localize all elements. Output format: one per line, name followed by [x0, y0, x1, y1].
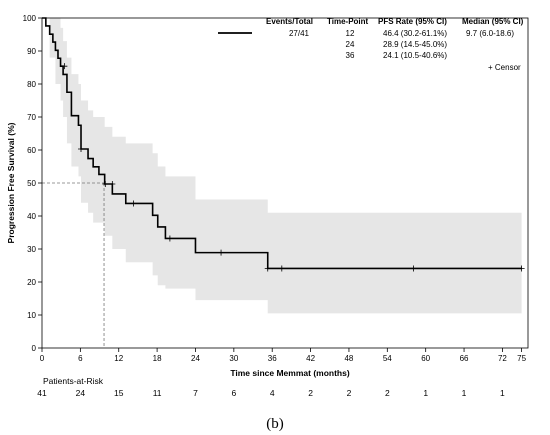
legend-cell-pfs-rate: 46.4 (30.2-61.1%)	[383, 29, 447, 38]
censor-mark	[109, 180, 116, 187]
y-tick-label: 60	[27, 146, 36, 155]
legend-header-timepoint: Time-Point	[327, 17, 369, 26]
censor-mark	[78, 146, 85, 153]
y-axis-title: Progression Free Survival (%)	[6, 122, 16, 243]
y-tick-label: 100	[23, 14, 37, 23]
survival-curve-layer	[42, 17, 522, 270]
figure-caption: (b)	[266, 416, 284, 432]
x-tick-label: 66	[460, 354, 469, 363]
y-tick-label: 0	[32, 344, 37, 353]
x-axis-title: Time since Memmat (months)	[230, 368, 350, 378]
x-tick-label: 75	[517, 354, 526, 363]
legend-cell-timepoint: 24	[346, 40, 355, 49]
legend-header-pfs-rate: PFS Rate (95% CI)	[378, 17, 447, 26]
at-risk-value: 1	[423, 388, 428, 398]
survival-curve	[42, 17, 522, 270]
at-risk-value: 7	[193, 388, 198, 398]
legend-cell-timepoint: 12	[346, 29, 355, 38]
x-axis: 0 6 12 18 24 30 36 42 48 54 60 66 72 75	[40, 348, 527, 363]
x-tick-label: 42	[306, 354, 315, 363]
censor-mark	[102, 180, 109, 187]
at-risk-value: 24	[76, 388, 86, 398]
x-tick-label: 48	[344, 354, 353, 363]
y-axis: 0 10 20 30 40 50 60 70 80 90 100	[23, 14, 42, 353]
legend: Events/Total Time-Point PFS Rate (95% CI…	[218, 17, 524, 72]
legend-header-events: Events/Total	[266, 17, 313, 26]
x-tick-label: 6	[78, 354, 83, 363]
at-risk-value: 4	[270, 388, 275, 398]
at-risk-value: 41	[37, 388, 47, 398]
censor-mark	[278, 265, 285, 272]
y-tick-label: 50	[27, 179, 36, 188]
at-risk-value: 1	[500, 388, 505, 398]
legend-cell-pfs-rate: 28.9 (14.5-45.0%)	[383, 40, 447, 49]
x-tick-label: 60	[421, 354, 430, 363]
x-tick-label: 30	[229, 354, 238, 363]
legend-cell-events: 27/41	[289, 29, 310, 38]
legend-cell-median: 9.7 (6.0-18.6)	[466, 29, 514, 38]
y-tick-label: 30	[27, 245, 36, 254]
x-tick-label: 0	[40, 354, 45, 363]
censor-mark	[410, 265, 417, 272]
y-tick-label: 90	[27, 47, 36, 56]
x-tick-label: 18	[153, 354, 162, 363]
at-risk-row: 41 24 15 11 7 6 4 2 2 2 1 1 1	[37, 388, 505, 398]
censor-mark	[166, 235, 173, 242]
censor-mark	[518, 265, 525, 272]
censor-mark	[130, 200, 137, 207]
y-tick-label: 70	[27, 113, 36, 122]
y-tick-label: 40	[27, 212, 36, 221]
ci-band	[42, 18, 522, 314]
x-tick-label: 72	[498, 354, 507, 363]
legend-cell-timepoint: 36	[346, 51, 355, 60]
y-tick-label: 80	[27, 80, 36, 89]
censor-mark	[264, 265, 271, 272]
x-tick-label: 12	[114, 354, 123, 363]
at-risk-value: 11	[153, 388, 162, 398]
legend-censor-label: + Censor	[488, 63, 521, 72]
x-tick-label: 54	[383, 354, 392, 363]
y-tick-label: 10	[27, 311, 36, 320]
at-risk-label: Patients-at-Risk	[43, 376, 104, 386]
y-tick-label: 20	[27, 278, 36, 287]
censor-marks-layer	[61, 63, 525, 272]
at-risk-value: 1	[462, 388, 467, 398]
x-tick-label: 24	[191, 354, 200, 363]
at-risk-value: 6	[231, 388, 236, 398]
legend-header-median: Median (95% CI)	[462, 17, 524, 26]
at-risk-value: 2	[385, 388, 390, 398]
censor-mark	[61, 63, 68, 70]
grid-reference-layer	[42, 182, 105, 348]
legend-cell-pfs-rate: 24.1 (10.5-40.6%)	[383, 51, 447, 60]
at-risk-value: 15	[114, 388, 124, 398]
at-risk-value: 2	[347, 388, 352, 398]
censor-mark	[218, 249, 225, 256]
x-tick-label: 36	[268, 354, 277, 363]
ci-band-layer	[42, 18, 522, 314]
at-risk-value: 2	[308, 388, 313, 398]
